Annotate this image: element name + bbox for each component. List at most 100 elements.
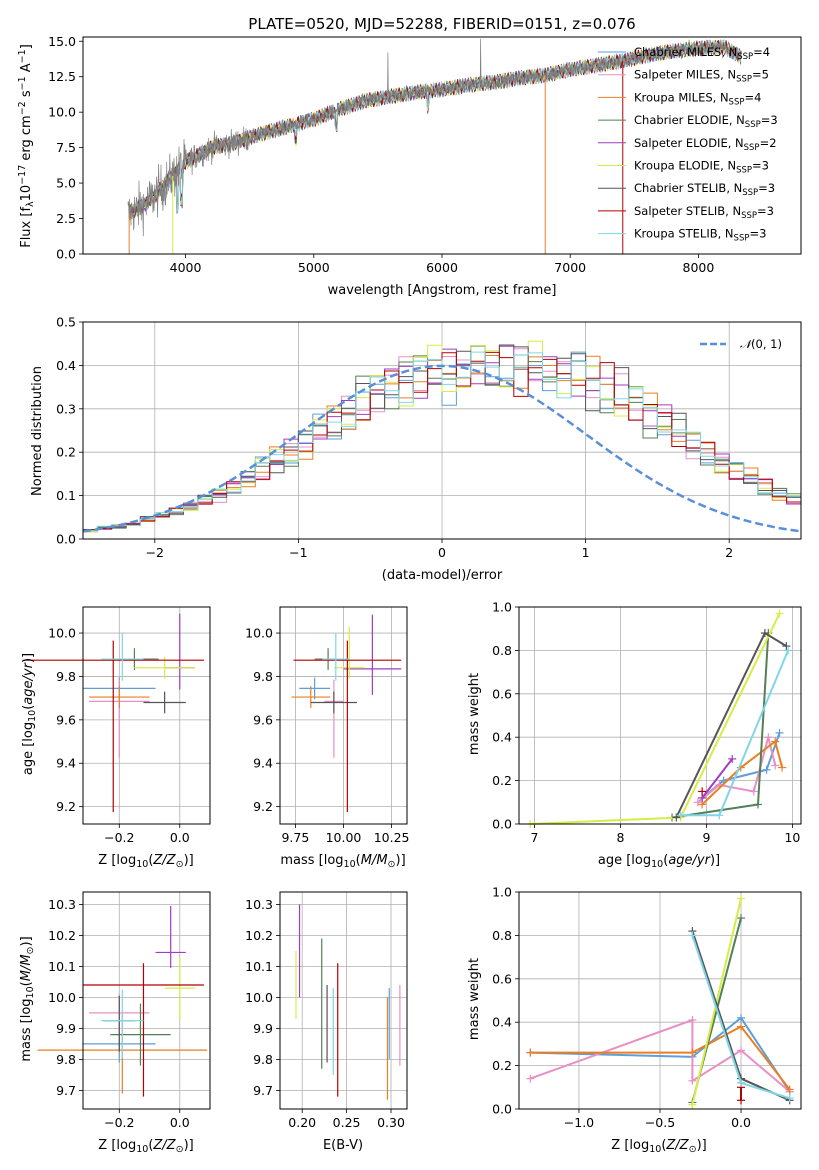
y-tick-label: 10.2 — [245, 928, 273, 943]
legend-label: Salpeter ELODIE, NSSP=2 — [634, 136, 777, 153]
p8-ylabel: mass weight — [467, 958, 482, 1040]
x-tick-label: 0.20 — [288, 1115, 316, 1130]
x-tick-label: 9.75 — [281, 830, 309, 845]
y-tick-label: 9.9 — [253, 1021, 273, 1036]
y-tick-label: 2.5 — [56, 211, 76, 226]
x-tick-label: 10.25 — [374, 830, 410, 845]
y-tick-label: 9.2 — [253, 799, 273, 814]
residual-histogram-panel: −2 −1 0 1 2 0.0 0.1 0.2 0.3 0.4 0.5 𝒩(0, 1) (data-… — [30, 315, 802, 583]
mass-weight-line — [691, 898, 742, 1105]
mass-weight-line — [701, 758, 733, 799]
observed-spectrum-line — [127, 38, 743, 237]
x-tick-label: −0.2 — [104, 1115, 134, 1130]
mass-weight-vs-metallicity-panel: −1.0 −0.5 0.0 0.0 0.2 0.4 0.6 0.8 1.0 — [492, 885, 802, 1130]
y-tick-label: 0.3 — [56, 401, 76, 416]
mass-weight-line — [530, 613, 781, 825]
y-tick-label: 1.0 — [492, 885, 512, 900]
legend-label: Chabrier STELIB, NSSP=3 — [634, 181, 775, 198]
age-vs-metallicity-panel: −0.2 0.0 9.2 9.4 9.6 9.8 10.0 — [22, 606, 211, 845]
x-tick-label: 5000 — [298, 260, 330, 275]
legend-label: Salpeter STELIB, NSSP=3 — [634, 204, 774, 221]
y-tick-label: 0.2 — [492, 1058, 512, 1073]
figure-title: PLATE=0520, MJD=52288, FIBERID=0151, z=0… — [248, 15, 635, 33]
mass-weight-line — [701, 739, 784, 806]
y-tick-label: 0.4 — [492, 730, 512, 745]
y-tick-label: 0.2 — [492, 773, 512, 788]
y-tick-label: 10.0 — [48, 105, 76, 120]
y-tick-label: 9.8 — [56, 669, 76, 684]
y-tick-label: 9.7 — [253, 1083, 273, 1098]
x-tick-label: 8000 — [683, 260, 715, 275]
y-tick-label: 0.5 — [56, 315, 76, 330]
y-tick-label: 10.0 — [48, 990, 76, 1005]
histogram-legend: 𝒩(0, 1) — [700, 337, 782, 351]
spectrum-panel: 4000 5000 6000 7000 8000 0.0 2.5 5.0 7.5 10.0 12.5… — [17, 34, 802, 298]
x-tick-label: 0.0 — [170, 830, 190, 845]
y-tick-label: 9.8 — [253, 669, 273, 684]
histogram-axes-frame — [82, 321, 802, 540]
histogram-ylabel: Normed distribution — [30, 366, 45, 496]
y-tick-label: 0.8 — [492, 643, 512, 658]
spectrum-legend: Chabrier MILES, NSSP=4 Salpeter MILES, NS… — [598, 45, 778, 244]
x-tick-label: 7000 — [554, 260, 586, 275]
mass-vs-metallicity-panel: −0.2 0.0 9.7 9.8 9.9 10.0 10.1 10.2 10.3 — [37, 891, 211, 1130]
y-tick-label: 10.3 — [48, 897, 76, 912]
x-tick-label: −1 — [289, 545, 307, 560]
legend-label: Chabrier ELODIE, NSSP=3 — [634, 113, 778, 130]
y-tick-label: 10.3 — [245, 897, 273, 912]
axes-frame — [82, 891, 211, 1110]
p8-xlabel: Z [log10(Z/Z⊙)] — [611, 1138, 706, 1155]
x-tick-label: −0.5 — [645, 1115, 675, 1130]
y-tick-label: 0.8 — [492, 928, 512, 943]
x-tick-label: 10.00 — [326, 830, 362, 845]
x-tick-label: 9 — [702, 830, 710, 845]
histogram-step-line — [83, 351, 801, 532]
legend-normal-label: 𝒩(0, 1) — [740, 337, 782, 351]
mass-weight-vs-age-panel: 7 8 9 10 0.0 0.2 0.4 0.6 0.8 1.0 — [492, 600, 802, 845]
x-tick-label: 0.0 — [731, 1115, 751, 1130]
axes-frame — [279, 606, 408, 825]
y-tick-label: 0.1 — [56, 488, 76, 503]
p5-ylabel: mass weight — [467, 673, 482, 755]
p5-xlabel: age [log10(age/yr)] — [598, 853, 720, 870]
normal-distribution-curve — [82, 364, 802, 533]
axes-frame — [82, 606, 211, 825]
spectrum-xlabel: wavelength [Angstrom, rest frame] — [328, 283, 557, 298]
y-tick-label: 9.4 — [56, 756, 76, 771]
age-vs-mass-panel: 9.75 10.00 10.25 9.2 9.4 9.6 9.8 10.0 — [245, 606, 410, 845]
y-tick-label: 0.4 — [492, 1015, 512, 1030]
legend-label: Kroupa STELIB, NSSP=3 — [634, 227, 766, 244]
y-tick-label: 10.0 — [48, 626, 76, 641]
y-tick-label: 0.0 — [492, 1102, 512, 1117]
y-tick-label: 9.6 — [253, 712, 273, 727]
x-tick-label: 0.25 — [333, 1115, 361, 1130]
y-tick-label: 0.6 — [492, 971, 512, 986]
legend-label: Kroupa ELODIE, NSSP=3 — [634, 159, 769, 176]
mass-vs-ebv-panel: 0.20 0.25 0.30 9.7 9.8 9.9 10.0 10.1 10.2 10.3 — [245, 891, 408, 1130]
axes-frame — [279, 891, 408, 1110]
y-tick-label: 10.1 — [48, 959, 76, 974]
y-tick-label: 0.2 — [56, 445, 76, 460]
x-tick-label: 10 — [784, 830, 800, 845]
y-tick-label: 0.0 — [56, 247, 76, 262]
p4-xlabel: mass [log10(M/M⊙)] — [280, 853, 405, 870]
legend-label: Chabrier MILES, NSSP=4 — [634, 45, 770, 62]
mass-weight-line — [530, 1016, 791, 1093]
p3-ylabel: age [log10(age/yr)] — [21, 653, 38, 775]
y-tick-label: 9.4 — [253, 756, 273, 771]
y-tick-label: 10.2 — [48, 928, 76, 943]
y-tick-label: 10.0 — [245, 626, 273, 641]
p7-xlabel: E(B-V) — [323, 1138, 363, 1153]
mass-weight-line — [680, 650, 790, 817]
y-tick-label: 0.0 — [492, 817, 512, 832]
histogram-xlabel: (data-model)/error — [382, 568, 503, 583]
x-tick-label: −2 — [146, 545, 164, 560]
x-tick-label: 4000 — [170, 260, 202, 275]
y-tick-label: 9.7 — [56, 1083, 76, 1098]
histogram-step-line — [83, 351, 801, 531]
y-tick-label: 1.0 — [492, 600, 512, 615]
legend-label: Kroupa MILES, NSSP=4 — [634, 90, 761, 107]
p6-ylabel: mass [log10(M/M⊙)] — [19, 936, 36, 1061]
y-tick-label: 9.8 — [253, 1052, 273, 1067]
